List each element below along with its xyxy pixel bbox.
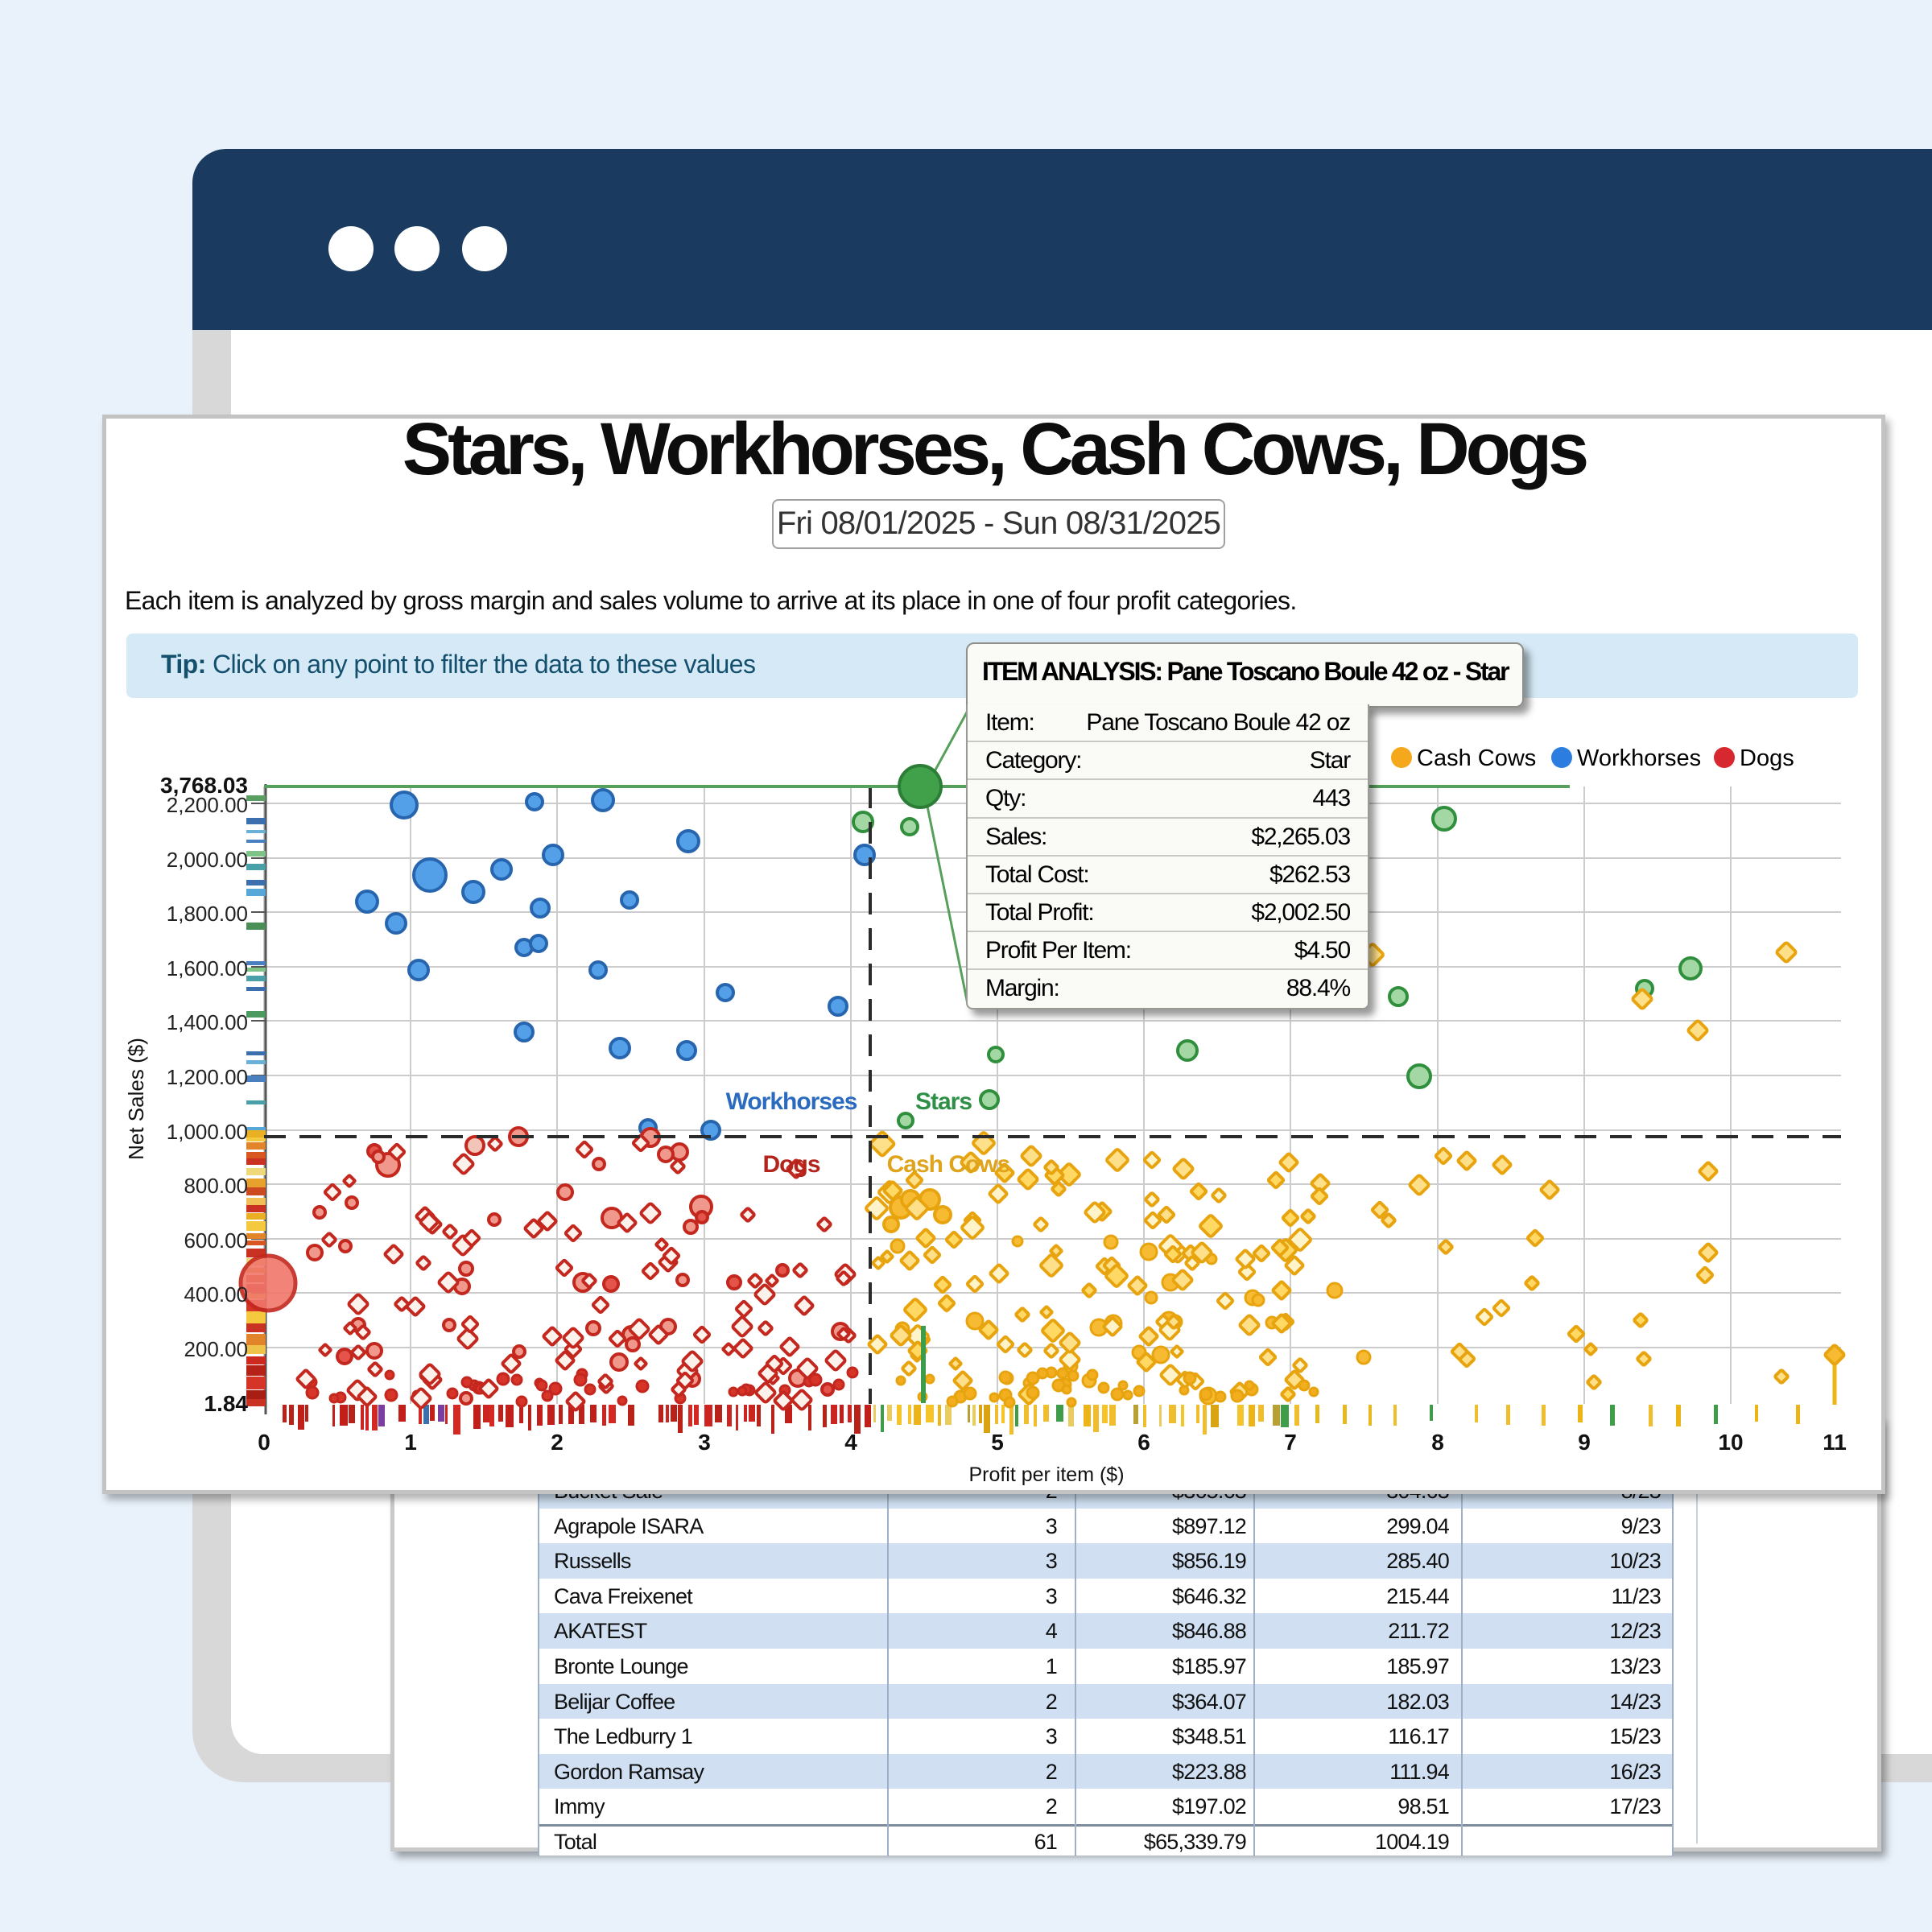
svg-text:Workhorses: Workhorses xyxy=(726,1088,857,1115)
svg-text:1,400.00: 1,400.00 xyxy=(167,1010,248,1034)
svg-text:1: 1 xyxy=(404,1430,417,1455)
svg-text:5: 5 xyxy=(991,1430,1004,1455)
svg-text:1,200.00: 1,200.00 xyxy=(167,1065,248,1089)
svg-text:9: 9 xyxy=(1578,1430,1591,1455)
svg-text:800.00: 800.00 xyxy=(184,1174,248,1198)
svg-text:3: 3 xyxy=(698,1430,711,1455)
svg-text:4: 4 xyxy=(844,1430,857,1455)
svg-text:Dogs: Dogs xyxy=(763,1151,820,1178)
svg-text:11: 11 xyxy=(1823,1430,1847,1455)
svg-text:10: 10 xyxy=(1718,1430,1743,1455)
svg-text:3,768.03: 3,768.03 xyxy=(160,773,248,798)
svg-text:Profit per item ($): Profit per item ($) xyxy=(968,1463,1124,1486)
svg-text:2: 2 xyxy=(551,1430,564,1455)
svg-text:2,000.00: 2,000.00 xyxy=(167,848,248,872)
svg-text:Dogs: Dogs xyxy=(1740,745,1794,771)
svg-text:2,200.00: 2,200.00 xyxy=(167,793,248,817)
svg-text:1,800.00: 1,800.00 xyxy=(167,902,248,926)
svg-text:7: 7 xyxy=(1284,1430,1297,1455)
svg-text:200.00: 200.00 xyxy=(184,1337,248,1361)
svg-text:6: 6 xyxy=(1137,1430,1150,1455)
svg-text:Net Sales ($): Net Sales ($) xyxy=(124,1038,148,1160)
svg-text:1,600.00: 1,600.00 xyxy=(167,956,248,980)
svg-text:400.00: 400.00 xyxy=(184,1282,248,1307)
svg-text:Workhorses: Workhorses xyxy=(1577,745,1701,771)
svg-text:Stars: Stars xyxy=(915,1088,972,1115)
svg-text:600.00: 600.00 xyxy=(184,1228,248,1253)
svg-text:0: 0 xyxy=(258,1430,270,1455)
svg-text:Cash Cows: Cash Cows xyxy=(887,1151,1010,1178)
svg-text:1.84: 1.84 xyxy=(204,1391,249,1416)
svg-text:1,000.00: 1,000.00 xyxy=(167,1120,248,1144)
svg-text:8: 8 xyxy=(1431,1430,1444,1455)
svg-text:Cash Cows: Cash Cows xyxy=(1417,745,1536,771)
